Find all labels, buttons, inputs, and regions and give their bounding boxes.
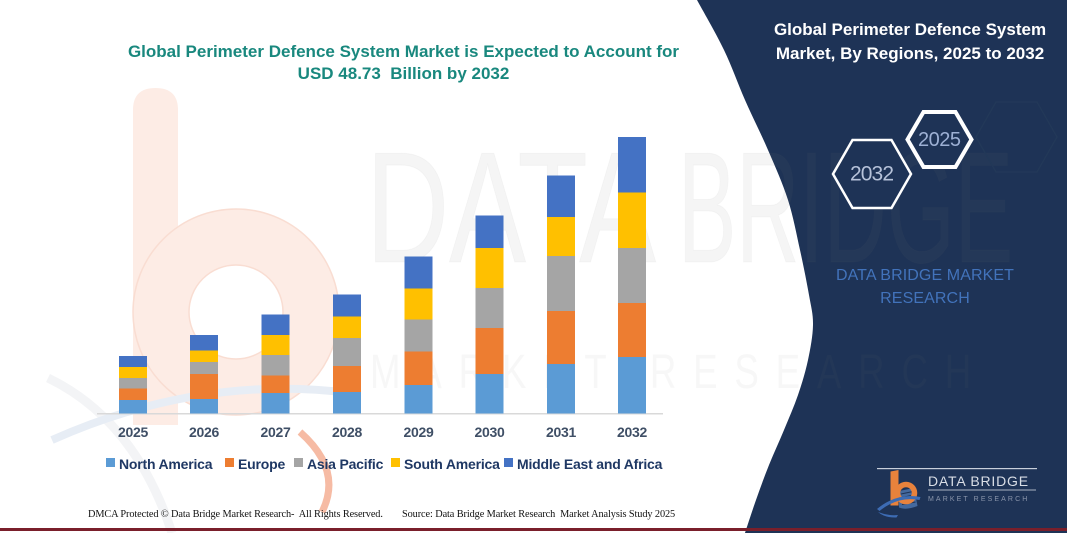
svg-text:MARKET RESEARCH: MARKET RESEARCH — [370, 346, 988, 399]
svg-text:2032: 2032 — [850, 163, 894, 186]
svg-text:MARKET RESEARCH: MARKET RESEARCH — [928, 496, 1029, 503]
svg-text:DATA BRIDGE: DATA BRIDGE — [928, 473, 1029, 489]
svg-text:2025: 2025 — [918, 129, 961, 151]
svg-text:BRIDGE: BRIDGE — [678, 120, 1013, 296]
svg-text:DATA: DATA — [366, 120, 656, 296]
